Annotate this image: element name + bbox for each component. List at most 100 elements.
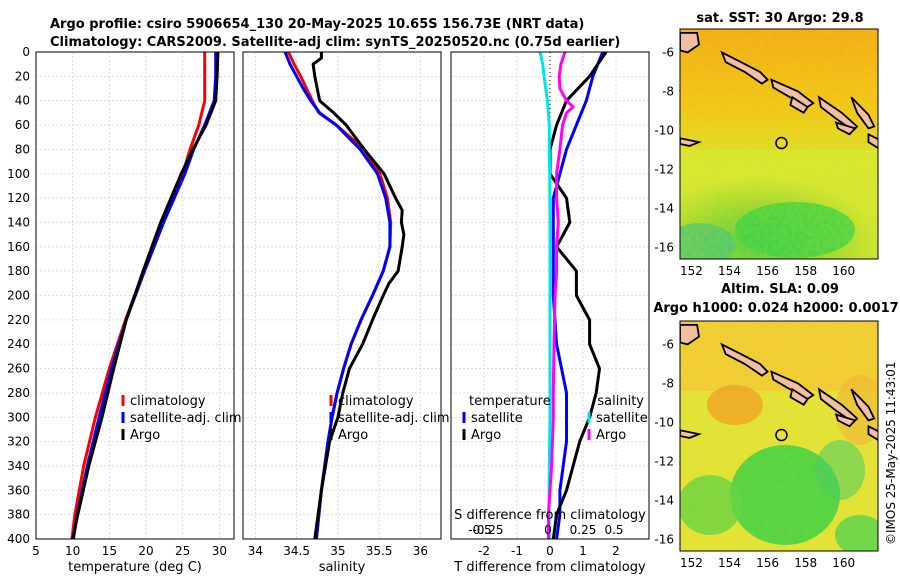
lat-tick-label: -10 [654, 123, 674, 137]
lon-tick-label: 160 [832, 556, 855, 570]
x-tick-label: 10 [65, 544, 80, 558]
lat-tick-label: -14 [654, 493, 674, 507]
lon-tick-label: 154 [718, 556, 741, 570]
difference-panel: -2 -1 0 1 2 -0.5-0.25 0 0.25 0.5 T difference fr… [450, 51, 650, 575]
legend-label: satellite [471, 411, 523, 426]
coastline-land [680, 323, 878, 441]
island [789, 95, 809, 115]
x-tick-label: 34.5 [283, 544, 310, 558]
y-tick-label: 380 [7, 508, 30, 522]
y-tick-label: 120 [7, 191, 30, 205]
legend-title-salinity: salinity [597, 394, 644, 409]
salinity-panel: 34 34.5 35 35.5 36 salinity climatology satel… [242, 51, 450, 575]
lat-tick-label: -6 [662, 45, 674, 59]
s-diff-tick-label: -0.25 [472, 523, 503, 537]
series-line-temperature-satellite [551, 51, 605, 540]
temperature-panel-frame [35, 51, 235, 540]
s-diff-tick-label: -0.5 [468, 523, 491, 537]
island [867, 424, 878, 441]
series-line-temperature-argo [548, 51, 608, 540]
sla-map: 152 154 156 158 160 -6 -8 -10 -12 -14 -16 [654, 320, 879, 570]
y-tick-label: 180 [7, 264, 30, 278]
x-tick-label: 36 [413, 544, 428, 558]
x-tick-label: 20 [138, 544, 153, 558]
x-tick-label: -2 [478, 544, 490, 558]
island [834, 413, 857, 428]
legend-label: Argo [130, 428, 160, 443]
island [834, 121, 857, 136]
island [867, 132, 878, 149]
x-tick-label: 30 [212, 544, 227, 558]
island [680, 429, 703, 439]
legend-label: Argo [471, 428, 501, 443]
legend-label: climatology [338, 394, 414, 409]
s-difference-xlabel: S difference from climatology [454, 508, 646, 523]
y-tick-label: 340 [7, 459, 30, 473]
x-tick-label: 25 [175, 544, 190, 558]
lat-tick-label: -12 [654, 454, 674, 468]
salinity-panel-frame [242, 51, 442, 540]
legend-title-temperature: temperature [469, 394, 551, 409]
lat-tick-label: -8 [662, 376, 674, 390]
y-tick-label: 200 [7, 289, 30, 303]
island [850, 388, 876, 422]
series-line-salinity-argo [546, 51, 575, 539]
island [680, 137, 703, 147]
y-tick-label: 0 [22, 45, 30, 59]
lon-tick-label: 154 [718, 264, 741, 278]
title-line-1: Argo profile: csiro 5906654_130 20-May-2… [50, 17, 584, 32]
lon-tick-label: 152 [680, 556, 703, 570]
island [789, 387, 809, 407]
y-tick-label: 400 [7, 532, 30, 546]
s-diff-tick-label: 0.5 [604, 523, 623, 537]
island [680, 32, 700, 54]
sst-map-title: sat. SST: 30 Argo: 29.8 [696, 11, 863, 26]
lat-tick-label: -8 [662, 84, 674, 98]
lat-tick-label: -12 [654, 162, 674, 176]
y-tick-label: 300 [7, 410, 30, 424]
lat-tick-label: -10 [654, 415, 674, 429]
series-line-argo [311, 52, 406, 540]
temperature-xlabel: temperature (deg C) [68, 560, 202, 575]
lat-tick-label: -6 [662, 337, 674, 351]
argo-location-marker [775, 428, 788, 442]
title-line-2: Climatology: CARS2009. Satellite-adj cli… [50, 35, 620, 50]
y-tick-label: 20 [15, 69, 30, 83]
x-tick-label: 35 [330, 544, 345, 558]
x-tick-label: 2 [612, 544, 620, 558]
lon-tick-label: 158 [794, 556, 817, 570]
sst-map: 152 154 156 158 160 -6 -8 -10 -12 -14 -16 [654, 28, 879, 278]
lon-tick-label: 156 [756, 556, 779, 570]
lon-tick-label: 156 [756, 264, 779, 278]
y-tick-label: 60 [15, 118, 30, 132]
y-tick-label: 80 [15, 142, 30, 156]
x-tick-label: 1 [579, 544, 587, 558]
lat-tick-label: -16 [654, 532, 674, 546]
y-tick-label: 360 [7, 483, 30, 497]
y-tick-label: 260 [7, 362, 30, 376]
x-tick-label: 34 [248, 544, 263, 558]
argo-location-marker [775, 136, 788, 150]
salinity-xlabel: salinity [319, 560, 366, 575]
legend-label: satellite-adj. clim [338, 411, 450, 426]
difference-panel-frame [450, 51, 650, 540]
imos-credit: ©IMOS 25-May-2025 11:43:01 [884, 361, 898, 545]
y-tick-label: 280 [7, 386, 30, 400]
legend-label: Argo [338, 428, 368, 443]
y-tick-label: 160 [7, 240, 30, 254]
x-tick-label: 15 [102, 544, 117, 558]
temperature-panel: 5 10 15 20 25 3002040608010012014016018020022… [7, 45, 242, 575]
island [720, 342, 769, 377]
x-tick-label: 5 [32, 544, 40, 558]
x-tick-label: 35.5 [366, 544, 393, 558]
island [720, 50, 769, 85]
y-tick-label: 320 [7, 435, 30, 449]
t-difference-xlabel: T difference from climatology [453, 560, 646, 575]
legend-label: Argo [596, 428, 626, 443]
x-tick-label: -1 [511, 544, 523, 558]
y-tick-label: 220 [7, 313, 30, 327]
island [850, 96, 876, 130]
y-tick-label: 40 [15, 94, 30, 108]
lat-tick-label: -16 [654, 240, 674, 254]
